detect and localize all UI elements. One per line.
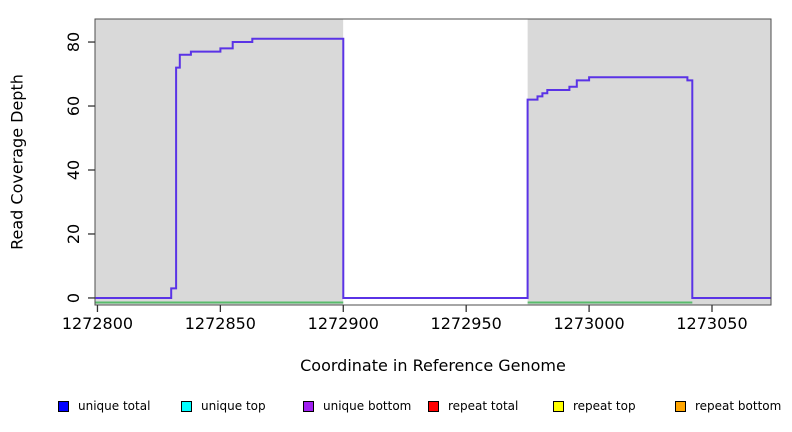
- x-axis-title: Coordinate in Reference Genome: [300, 356, 566, 375]
- legend-label: repeat bottom: [695, 399, 782, 413]
- legend-item: unique total: [58, 399, 150, 413]
- legend-swatch-icon: [553, 400, 564, 412]
- x-tick-label: 1273050: [676, 314, 748, 333]
- x-tick-label: 1272950: [430, 314, 502, 333]
- y-tick-label: 80: [64, 31, 83, 53]
- legend-label: unique bottom: [323, 399, 412, 413]
- legend-item: repeat top: [553, 399, 636, 413]
- plot-box: [94, 18, 772, 306]
- legend-item: repeat total: [428, 399, 518, 413]
- legend-label: repeat total: [448, 399, 519, 413]
- legend-swatch-icon: [58, 400, 69, 412]
- y-tick-label: 20: [64, 223, 83, 245]
- legend-label: unique top: [201, 399, 266, 413]
- legend-item: unique bottom: [303, 399, 411, 413]
- y-tick-label: 0: [64, 292, 83, 304]
- x-tick-label: 1273000: [553, 314, 625, 333]
- legend-label: unique total: [78, 399, 151, 413]
- y-tick-label: 40: [64, 159, 83, 181]
- shaded-region-right: [527, 19, 771, 305]
- unshaded-gap: [343, 19, 528, 305]
- y-tick-label: 60: [64, 95, 83, 117]
- legend-item: unique top: [181, 399, 266, 413]
- y-axis-title: Read Coverage Depth: [7, 74, 27, 250]
- x-tick-label: 1272850: [184, 314, 256, 333]
- shaded-region-left: [95, 19, 344, 305]
- legend-swatch-icon: [303, 400, 314, 412]
- legend-swatch-icon: [675, 400, 686, 412]
- legend-swatch-icon: [428, 400, 439, 412]
- x-tick-label: 1272900: [307, 314, 379, 333]
- legend-swatch-icon: [181, 400, 192, 412]
- coverage-depth-step: [95, 37, 771, 299]
- legend-label: repeat top: [573, 399, 636, 413]
- x-tick-label: 1272800: [61, 314, 134, 333]
- legend-item: repeat bottom: [675, 399, 781, 413]
